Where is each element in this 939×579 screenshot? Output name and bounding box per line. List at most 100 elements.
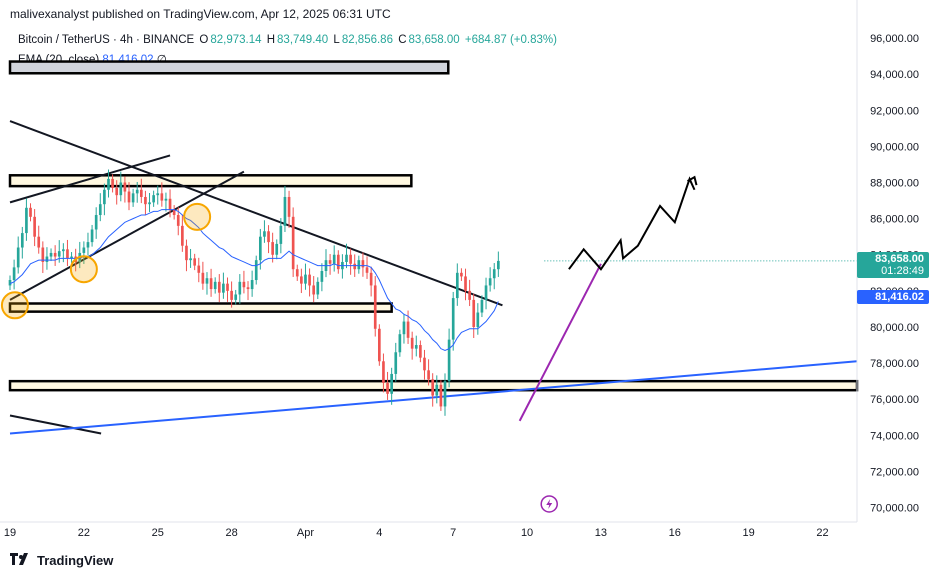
tradingview-footer[interactable]: TradingView (10, 553, 113, 568)
candle-body-19 (86, 242, 90, 248)
candle-body-48 (205, 278, 209, 284)
open-label: O (199, 34, 209, 46)
candle-body-52 (222, 283, 225, 293)
candle-body-117 (488, 278, 492, 286)
candle-body-115 (480, 299, 484, 313)
candle-body-91 (382, 361, 385, 383)
candle-body-111 (464, 276, 467, 291)
candle-body-23 (103, 189, 106, 205)
candle-body-74 (312, 285, 316, 295)
candle-body-59 (250, 280, 254, 290)
candle-body-56 (238, 281, 242, 295)
candle-body-34 (148, 202, 151, 205)
candle-body-87 (365, 267, 369, 273)
candle-body-40 (172, 209, 176, 216)
candle-body-98 (410, 337, 414, 349)
candle-body-11 (53, 252, 57, 257)
candle-body-35 (152, 195, 155, 203)
candle-body-22 (98, 204, 102, 216)
candle-body-73 (308, 274, 311, 286)
candlesticks (8, 169, 500, 416)
symbol-title[interactable]: Bitcoin / TetherUS · 4h · BINANCE (18, 34, 195, 46)
y-tick-label: 90,000.00 (870, 141, 919, 153)
candle-body-39 (168, 198, 172, 210)
candle-body-15 (70, 256, 73, 259)
zone-0 (8, 60, 450, 75)
candle-body-26 (115, 187, 119, 196)
publisher-caption: malivexanalyst published on TradingView.… (10, 7, 391, 21)
candle-body-84 (353, 263, 357, 270)
candle-body-55 (234, 294, 238, 300)
candle-body-90 (378, 328, 381, 362)
candle-body-110 (460, 272, 463, 277)
candle-body-6 (33, 216, 36, 237)
x-tick-label: 19 (743, 527, 755, 539)
candle-body-44 (189, 258, 192, 261)
candle-body-33 (144, 196, 147, 205)
candle-body-49 (209, 278, 213, 290)
candle-body-42 (181, 225, 184, 246)
y-tick-label: 70,000.00 (870, 503, 919, 515)
candle-body-60 (254, 260, 258, 281)
x-tick-label: 28 (225, 527, 237, 539)
tradingview-logo-icon (10, 553, 32, 568)
candle-body-109 (455, 272, 459, 299)
x-tick-label: Apr (297, 527, 314, 539)
candle-body-107 (447, 339, 451, 382)
candle-body-30 (131, 193, 135, 203)
y-tick-label: 96,000.00 (870, 33, 919, 45)
candle-body-103 (431, 379, 435, 396)
zone-2 (8, 302, 393, 313)
x-tick-label: 13 (595, 527, 607, 539)
candle-body-79 (332, 254, 336, 264)
candle-body-47 (201, 272, 205, 284)
candle-body-50 (213, 281, 217, 290)
candle-body-29 (127, 191, 131, 203)
y-tick-label: 94,000.00 (870, 69, 919, 81)
candle-body-9 (45, 256, 49, 262)
x-tick-label: 16 (669, 527, 681, 539)
last-price-value: 83,658.00 (875, 253, 924, 265)
candle-body-108 (451, 298, 455, 340)
trend-line-0 (9, 120, 503, 307)
highlight-marker-2 (0, 291, 29, 320)
candle-body-8 (41, 247, 45, 262)
candle-body-101 (423, 357, 426, 371)
candle-body-69 (291, 216, 295, 270)
trend-line-2 (9, 154, 171, 204)
high-label: H (266, 34, 276, 46)
trend-lines (9, 120, 858, 435)
candle-body-4 (25, 207, 28, 234)
candle-body-63 (267, 231, 270, 243)
candle-body-62 (263, 231, 266, 237)
candle-body-100 (419, 345, 422, 358)
candle-body-36 (156, 193, 160, 196)
candle-body-41 (176, 215, 180, 226)
candle-body-12 (57, 251, 61, 257)
trend-line-4 (9, 360, 858, 435)
candle-body-76 (320, 271, 324, 282)
change-value: +684.87 (+0.83%) (464, 34, 557, 46)
candle-body-18 (82, 247, 86, 253)
candle-body-53 (226, 283, 229, 291)
x-tick-label: 19 (4, 527, 16, 539)
candle-body-112 (468, 290, 471, 300)
ema-extra: ∅ (156, 54, 167, 66)
low-label: L (333, 34, 340, 46)
candle-body-114 (476, 312, 480, 327)
ema-price-value: 81,416.02 (875, 291, 924, 303)
candle-body-105 (439, 384, 443, 407)
candle-body-70 (295, 269, 299, 277)
highlight-marker-1 (183, 202, 212, 231)
candle-body-118 (492, 269, 496, 279)
candle-body-95 (398, 334, 402, 353)
close-value: 83,658.00 (408, 34, 460, 46)
candle-body-32 (139, 189, 143, 197)
x-tick-label: 25 (152, 527, 164, 539)
candle-body-66 (279, 225, 283, 244)
candle-body-46 (197, 265, 201, 273)
candle-body-93 (390, 373, 393, 394)
candle-body-68 (287, 196, 291, 217)
candle-body-14 (66, 249, 69, 259)
